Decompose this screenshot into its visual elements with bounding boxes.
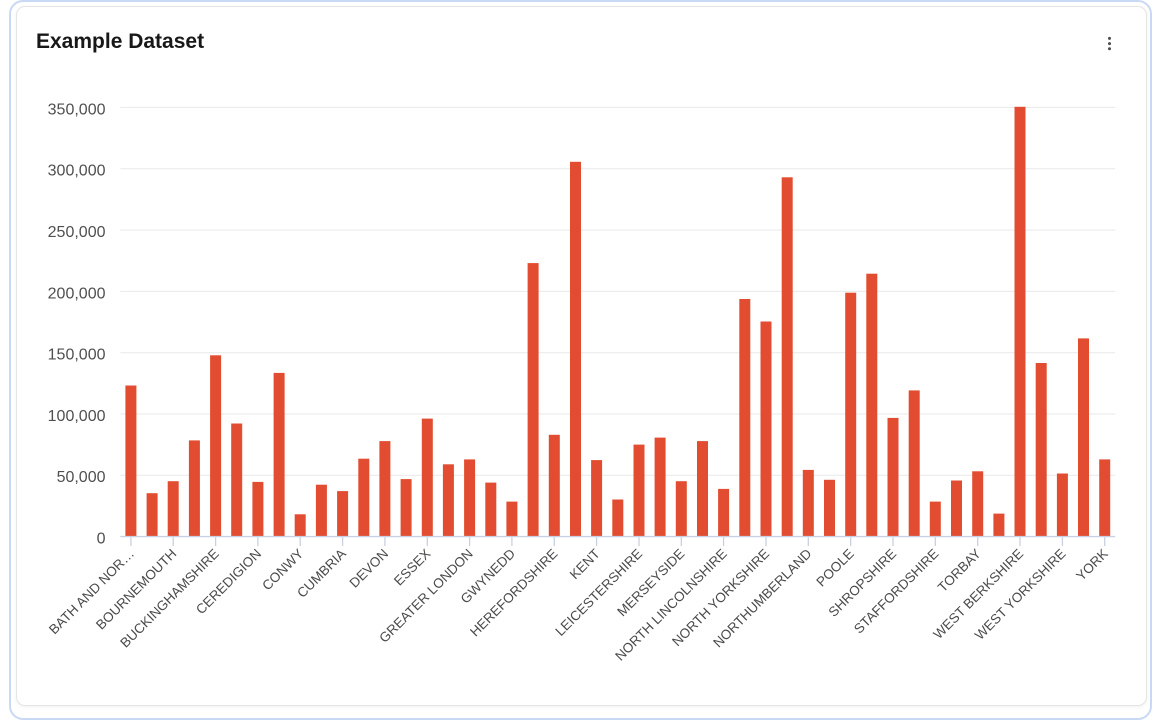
svg-text:BOURNEMOUTH: BOURNEMOUTH xyxy=(93,546,179,632)
svg-text:ESSEX: ESSEX xyxy=(391,546,433,588)
svg-text:KENT: KENT xyxy=(567,546,603,582)
svg-text:300,000: 300,000 xyxy=(48,163,106,180)
svg-text:STAFFORDSHIRE: STAFFORDSHIRE xyxy=(851,546,942,637)
svg-text:50,000: 50,000 xyxy=(57,469,106,486)
svg-text:150,000: 150,000 xyxy=(48,347,106,364)
svg-text:250,000: 250,000 xyxy=(48,224,106,241)
svg-text:200,000: 200,000 xyxy=(48,285,106,302)
svg-text:DEVON: DEVON xyxy=(347,546,392,591)
svg-text:YORK: YORK xyxy=(1073,546,1111,584)
svg-text:100,000: 100,000 xyxy=(48,408,106,425)
svg-text:0: 0 xyxy=(97,530,106,547)
svg-text:350,000: 350,000 xyxy=(48,101,106,118)
